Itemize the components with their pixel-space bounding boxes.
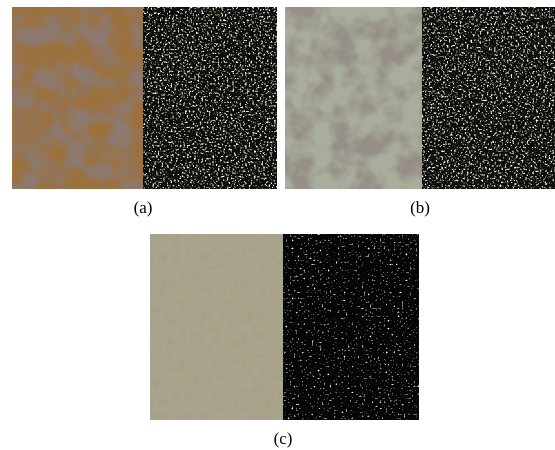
texture (12, 7, 143, 189)
texture (285, 7, 422, 189)
texture (143, 7, 277, 189)
texture (283, 234, 419, 420)
figure: (a) (b) (c) (0, 0, 555, 450)
panel-label: (c) (274, 429, 293, 448)
panel-label: (b) (410, 198, 430, 217)
panel-label: (a) (134, 198, 153, 217)
texture (150, 234, 283, 420)
panel-b: (b) (285, 7, 555, 217)
panel-c: (c) (150, 234, 419, 448)
texture (422, 7, 555, 189)
panel-a: (a) (12, 7, 277, 217)
